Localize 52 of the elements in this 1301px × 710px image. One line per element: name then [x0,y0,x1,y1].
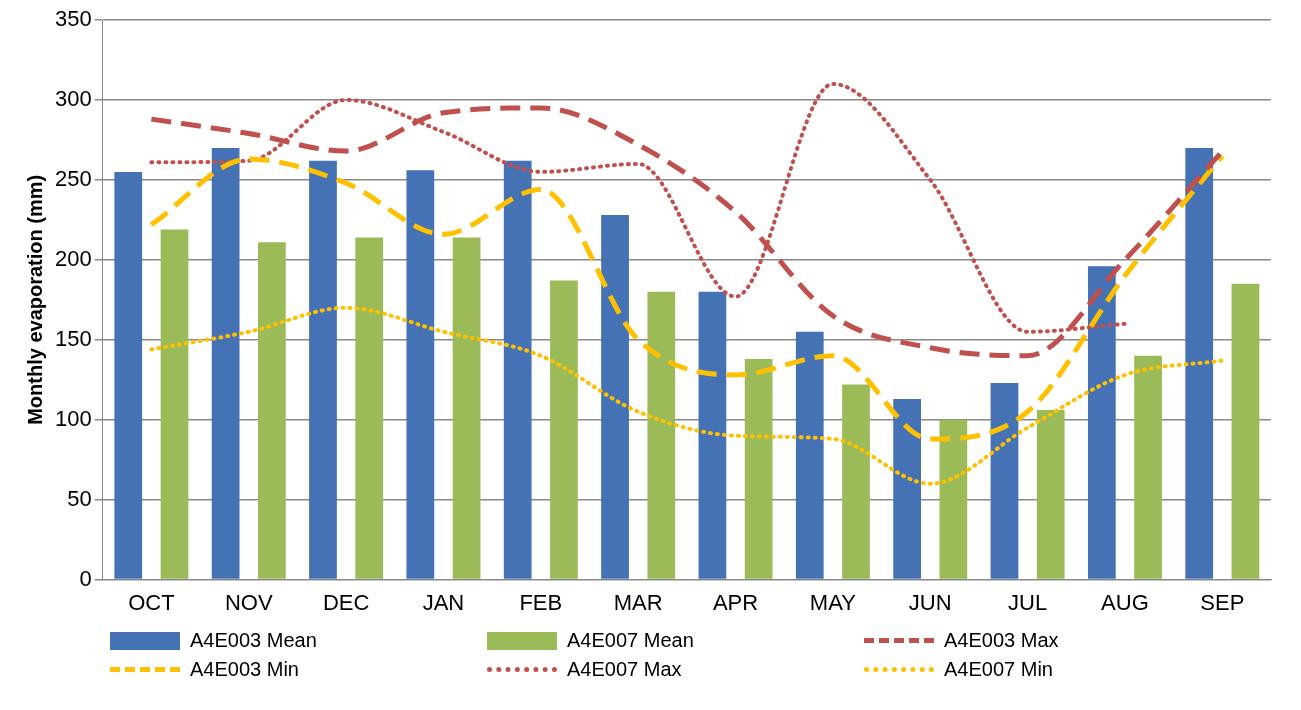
x-tick-label: JAN [422,589,465,615]
x-tick-label: JUN [908,589,952,615]
bar [1087,266,1116,579]
x-tick-label: AUG [1101,589,1149,615]
x-tick-label: MAY [809,589,857,615]
y-tick-label: 250 [54,165,92,191]
bar [1134,355,1162,579]
bar [601,215,629,579]
bar [114,171,143,579]
x-tick-label: APR [712,589,759,615]
x-tick-label: NOV [224,589,273,615]
y-tick-label: 350 [54,6,92,32]
y-tick-label: 0 [79,565,92,591]
bar [355,237,384,579]
bar [406,170,435,579]
x-tick-label: OCT [128,589,175,615]
bar [744,358,773,579]
y-axis-title: Monthly evaporation (mm) [23,174,46,425]
legend-label: A4E007 Min [944,658,1053,681]
bar [309,160,337,579]
bar [452,237,481,579]
bar [257,242,286,579]
bar [939,419,968,579]
x-tick-label: MAR [613,589,663,615]
legend-label: A4E007 Max [567,658,682,681]
bar [842,384,870,579]
y-tick-label: 300 [54,86,92,112]
bar [990,382,1019,579]
bar [893,398,921,579]
y-tick-label: 200 [54,245,92,271]
bar [211,147,240,579]
x-tick-label: SEP [1200,589,1245,615]
bar [1185,147,1214,579]
bar [160,229,189,579]
legend-label: A4E007 Mean [567,629,694,652]
legend-label: A4E003 Min [190,658,299,681]
y-tick-label: 100 [54,405,92,431]
legend-label: A4E003 Mean [190,629,317,652]
bar [698,291,727,579]
legend-label: A4E003 Max [944,629,1059,652]
bar [1231,283,1260,579]
bar [647,291,676,579]
x-tick-label: FEB [519,589,563,615]
bar [1036,410,1065,579]
x-tick-label: DEC [322,589,370,615]
bar [503,160,532,579]
y-tick-label: 150 [54,325,92,351]
y-tick-label: 50 [67,485,92,511]
line-series [149,305,1225,486]
bar [795,331,824,579]
x-tick-label: JUL [1008,589,1048,615]
bar [550,280,578,579]
